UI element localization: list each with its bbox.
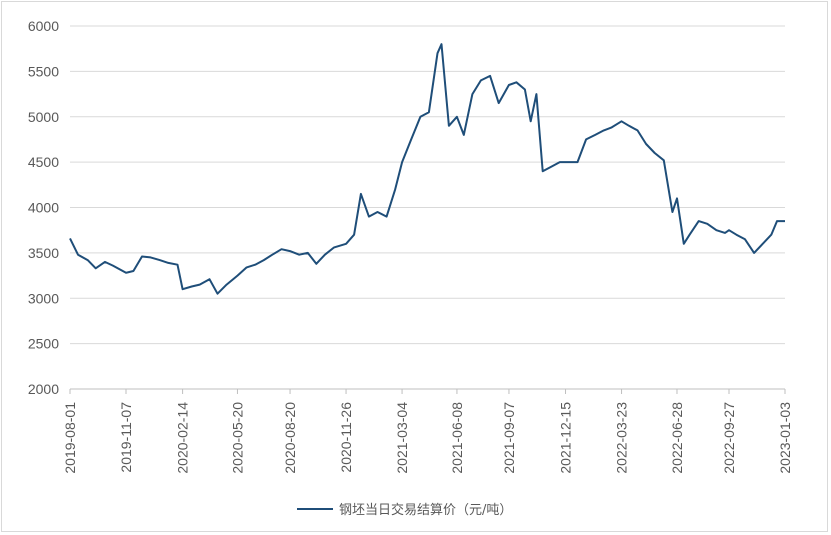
x-tick-label: 2021-09-07 xyxy=(501,402,517,474)
x-tick-label: 2019-11-07 xyxy=(118,402,134,473)
legend: 钢坯当日交易结算价（元/吨） xyxy=(297,502,512,518)
x-tick-label: 2019-08-01 xyxy=(62,402,78,474)
legend-label: 钢坯当日交易结算价（元/吨） xyxy=(339,502,512,518)
y-axis-tick-labels: 2000 2500 3000 3500 4000 4500 5000 5500 6000 xyxy=(28,18,59,397)
series-line xyxy=(69,43,785,295)
y-tick-label: 5500 xyxy=(28,63,59,79)
x-tick-label: 2020-05-20 xyxy=(229,402,245,474)
y-tick-label: 3500 xyxy=(28,245,59,261)
x-axis-tick-labels: 2019-08-01 2019-11-07 2020-02-14 2020-05-20… xyxy=(62,402,793,474)
y-tick-label: 4000 xyxy=(28,200,59,216)
x-tick-label: 2023-01-03 xyxy=(777,402,793,474)
y-tick-label: 6000 xyxy=(28,18,59,34)
x-tick-label: 2021-03-04 xyxy=(394,402,410,474)
y-tick-label: 3000 xyxy=(28,290,59,306)
x-tick-label: 2020-02-14 xyxy=(175,402,191,474)
y-tick-label: 2500 xyxy=(28,336,59,352)
y-tick-label: 2000 xyxy=(28,381,59,397)
x-tick-label: 2020-11-26 xyxy=(338,402,354,473)
x-tick-label: 2022-06-28 xyxy=(669,402,685,474)
y-tick-label: 4500 xyxy=(28,154,59,170)
x-tick-label: 2021-12-15 xyxy=(558,402,574,474)
x-tick-label: 2022-09-27 xyxy=(721,402,737,474)
x-tick-label: 2022-03-23 xyxy=(614,402,630,474)
x-axis-ticks xyxy=(69,389,786,394)
x-tick-label: 2021-06-08 xyxy=(449,402,465,474)
gridlines xyxy=(70,25,785,345)
y-tick-label: 5000 xyxy=(28,109,59,125)
x-tick-label: 2020-08-20 xyxy=(282,402,298,474)
